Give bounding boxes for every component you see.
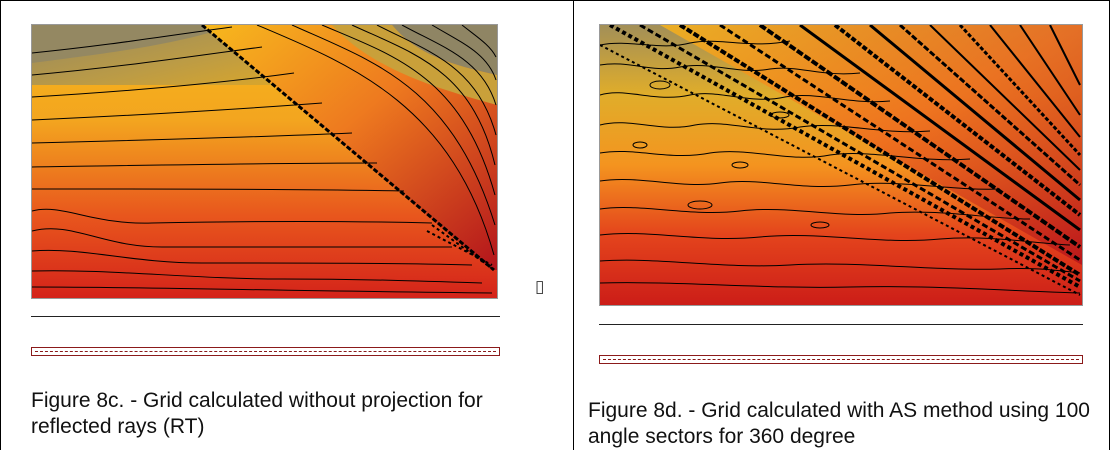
figure-8d-caption: Figure 8d. - Grid calculated with AS met… (588, 399, 1090, 448)
figure-8c-rule (31, 316, 500, 317)
figure-8c-contour-plot (31, 24, 498, 299)
figure-8c-contour-svg (32, 25, 497, 298)
figure-8d-scale-bar-dashes (603, 359, 1079, 360)
figure-8c-cell: ▯ Figure 8c. - Grid calculated without p… (31, 24, 545, 438)
figure-8c-scale-bar-dashes (35, 351, 496, 352)
column-divider (573, 0, 574, 450)
figure-8c-scale-bar (31, 347, 500, 356)
figure-8d-scale-bar (599, 355, 1083, 364)
figure-8d-cell: Figure 8d. - Grid calculated with AS met… (574, 0, 1110, 450)
figure-8c-caption: Figure 8c. - Grid calculated without pro… (31, 389, 483, 438)
figure-8d-rule (599, 324, 1083, 325)
figure-8d-contour-svg (600, 25, 1082, 305)
figure-8d-contour-plot (599, 24, 1083, 306)
placeholder-glyph: ▯ (535, 277, 545, 297)
